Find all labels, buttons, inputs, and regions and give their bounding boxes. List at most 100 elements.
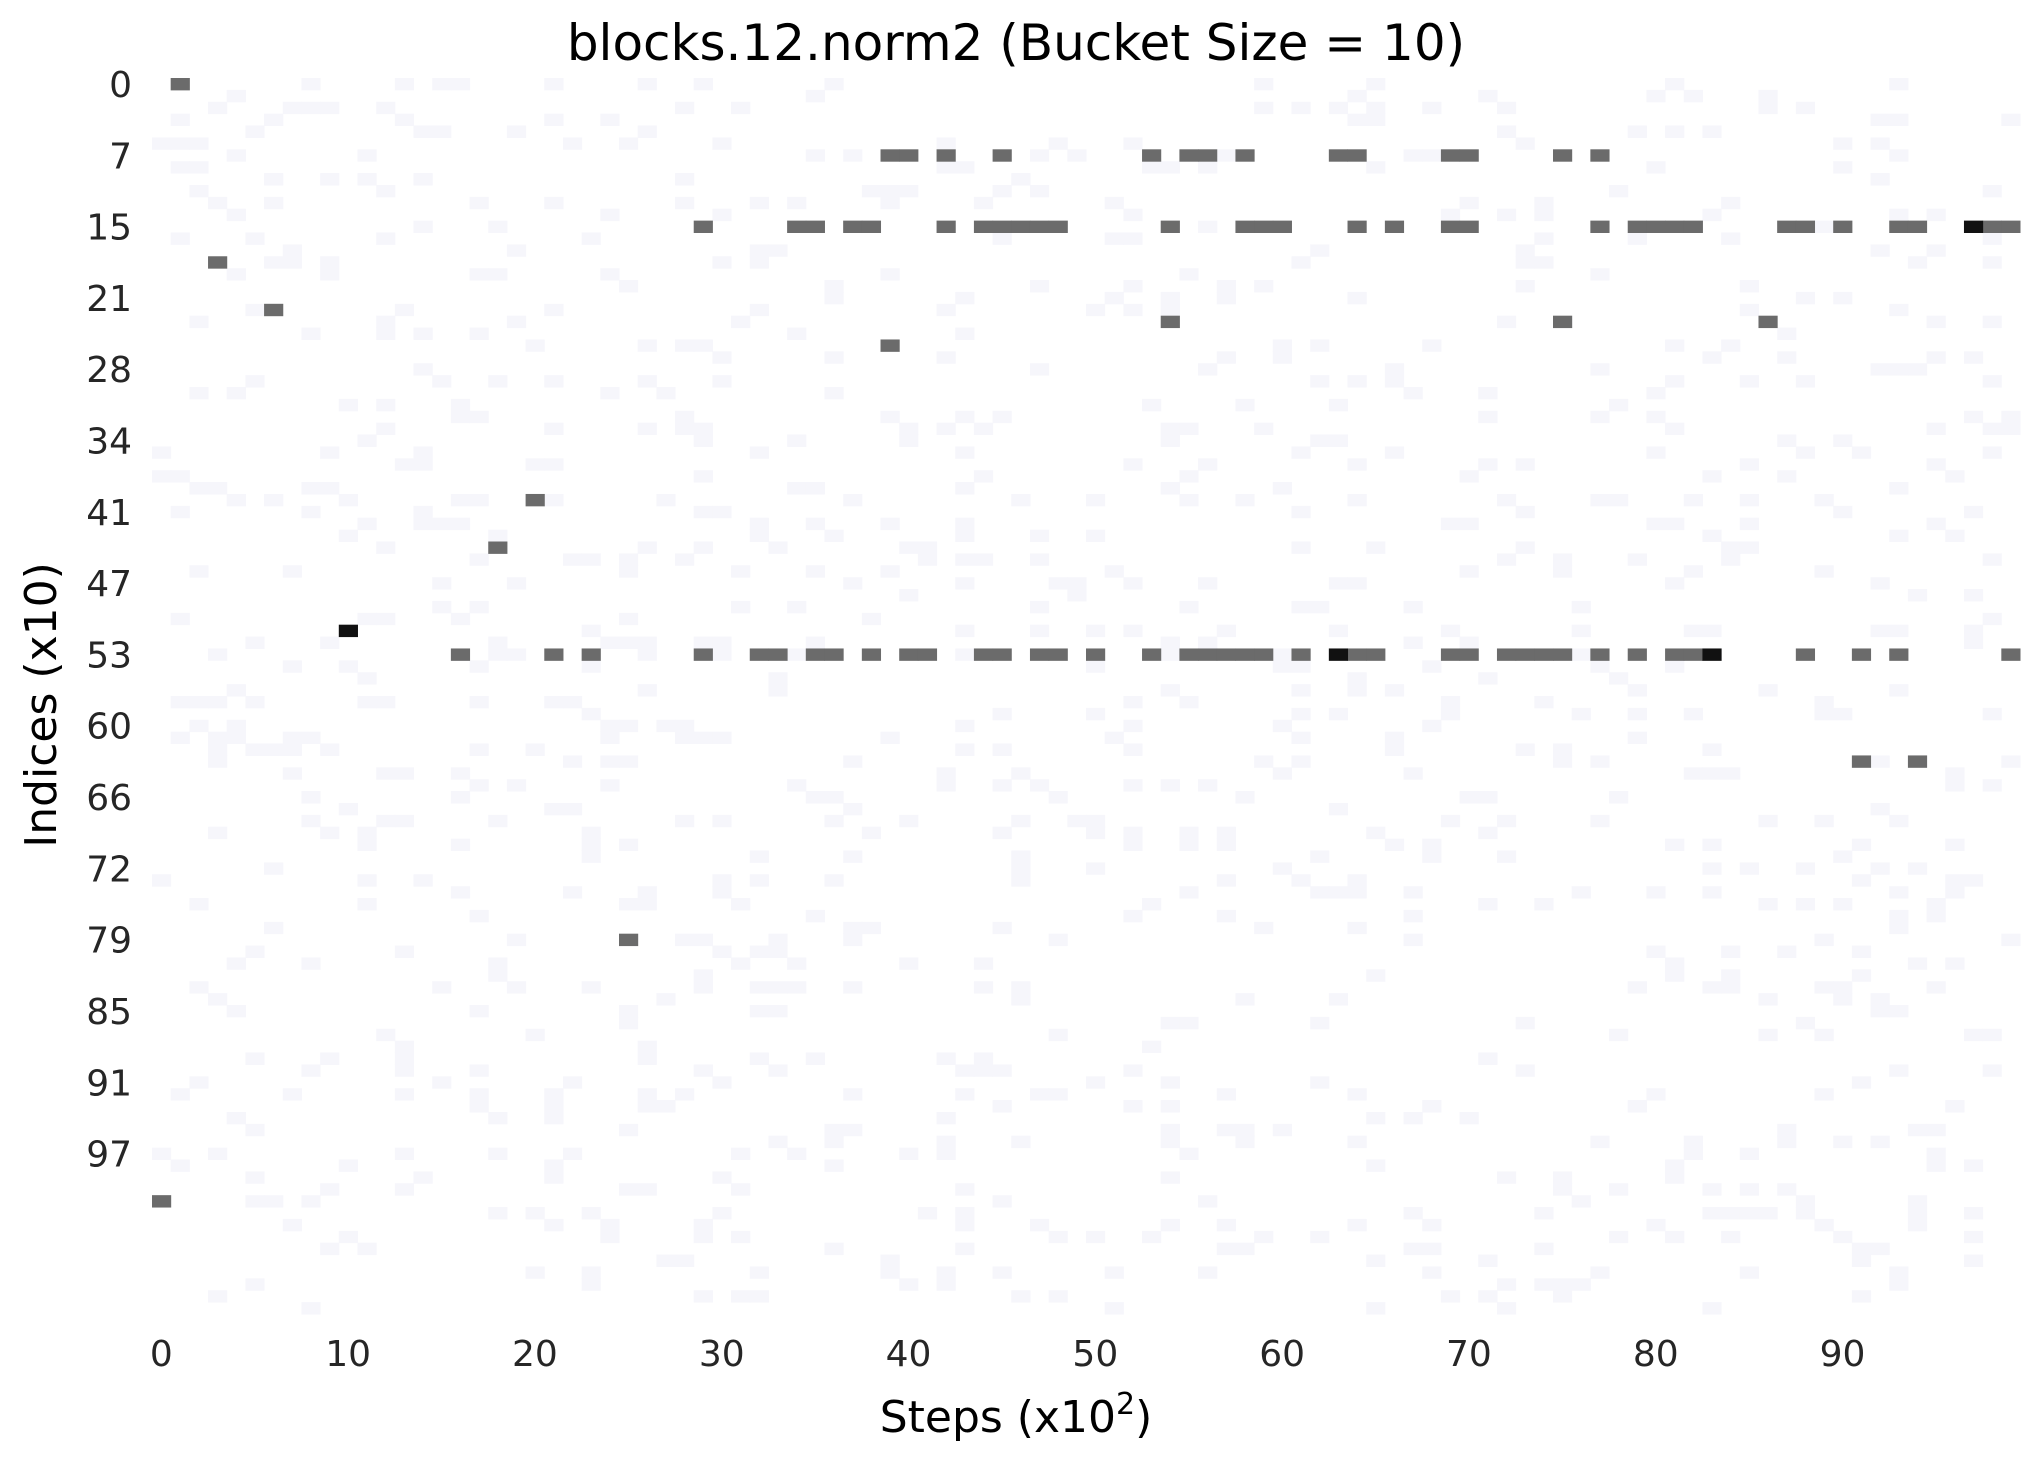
faint-cell bbox=[1870, 363, 1890, 376]
faint-cell bbox=[413, 173, 433, 186]
faint-cell bbox=[1478, 89, 1498, 103]
faint-cell bbox=[712, 505, 732, 519]
faint-cell bbox=[189, 184, 209, 198]
faint-cell bbox=[675, 101, 695, 115]
faint-cell bbox=[824, 1159, 844, 1172]
faint-cell bbox=[1422, 101, 1442, 115]
faint-cell bbox=[1179, 838, 1199, 851]
faint-cell bbox=[1702, 862, 1722, 875]
x-tick-label: 20 bbox=[512, 1334, 558, 1375]
faint-cell bbox=[1590, 363, 1610, 376]
faint-cell bbox=[2001, 755, 2021, 768]
faint-cell bbox=[1440, 624, 1461, 638]
faint-cell bbox=[619, 1016, 639, 1030]
faint-cell bbox=[1739, 1183, 1759, 1196]
faint-cell bbox=[1870, 755, 1890, 768]
y-tick-label: 15 bbox=[86, 208, 132, 249]
heatmap-cell-medium bbox=[581, 648, 601, 661]
faint-cell bbox=[1963, 1028, 1984, 1042]
faint-cell bbox=[338, 493, 358, 507]
faint-cell bbox=[1739, 862, 1759, 875]
faint-cell bbox=[432, 981, 452, 994]
faint-cell bbox=[936, 303, 956, 317]
faint-cell bbox=[1048, 137, 1068, 150]
faint-cell bbox=[712, 945, 732, 958]
heatmap-cell-medium bbox=[1029, 648, 1050, 661]
faint-cell bbox=[1833, 850, 1853, 863]
y-tick-label: 79 bbox=[86, 921, 132, 962]
faint-cell bbox=[1945, 529, 1965, 542]
heatmap-cell-medium bbox=[1347, 149, 1367, 162]
faint-cell bbox=[1198, 636, 1218, 649]
faint-cell bbox=[1235, 1123, 1255, 1137]
faint-cell bbox=[1571, 1278, 1591, 1291]
faint-cell bbox=[488, 1111, 508, 1125]
heatmap-cell-medium bbox=[1291, 648, 1311, 661]
faint-cell bbox=[208, 648, 228, 661]
faint-cell bbox=[1123, 232, 1143, 245]
faint-cell bbox=[787, 957, 807, 970]
faint-cell bbox=[1889, 208, 1909, 222]
y-tick-label: 53 bbox=[86, 635, 132, 676]
faint-cell bbox=[955, 446, 975, 459]
faint-cell bbox=[787, 482, 807, 495]
faint-cell bbox=[376, 541, 396, 554]
faint-cell bbox=[1926, 244, 1946, 257]
faint-cell bbox=[320, 636, 340, 649]
faint-cell bbox=[1553, 1171, 1573, 1184]
faint-cell bbox=[1870, 1005, 1890, 1018]
faint-cell bbox=[1814, 814, 1834, 828]
faint-cell bbox=[245, 1278, 265, 1291]
faint-cell bbox=[1328, 434, 1349, 447]
faint-cell bbox=[1926, 1159, 1946, 1172]
faint-cell bbox=[469, 779, 489, 792]
faint-cell bbox=[955, 648, 975, 661]
faint-cell bbox=[376, 422, 396, 436]
faint-cell bbox=[525, 743, 545, 756]
faint-cell bbox=[450, 767, 471, 780]
heatmap-cell-medium bbox=[899, 149, 919, 162]
faint-cell bbox=[749, 850, 769, 863]
heatmap-cell-medium bbox=[1795, 220, 1816, 233]
faint-cell bbox=[1833, 993, 1853, 1006]
faint-cell bbox=[506, 981, 527, 994]
faint-cell bbox=[637, 898, 657, 911]
faint-cell bbox=[749, 981, 769, 994]
faint-cell bbox=[731, 101, 751, 115]
faint-cell bbox=[917, 1207, 938, 1220]
faint-cell bbox=[282, 743, 302, 756]
faint-cell bbox=[1104, 1302, 1124, 1315]
heatmap-cell-medium bbox=[1384, 220, 1405, 233]
faint-cell bbox=[973, 1052, 994, 1065]
faint-cell bbox=[1926, 898, 1946, 911]
faint-cell bbox=[955, 1064, 975, 1077]
faint-cell bbox=[1515, 541, 1535, 554]
faint-cell bbox=[1646, 1088, 1666, 1101]
heatmap-cell-medium bbox=[1534, 648, 1554, 661]
faint-cell bbox=[1160, 1135, 1180, 1149]
faint-cell bbox=[1067, 577, 1087, 590]
faint-cell bbox=[1272, 339, 1292, 352]
faint-cell bbox=[1347, 1218, 1367, 1232]
faint-cell bbox=[1366, 1111, 1386, 1125]
faint-cell bbox=[693, 339, 713, 352]
faint-cell bbox=[394, 814, 415, 828]
faint-cell bbox=[712, 731, 732, 745]
faint-cell bbox=[544, 493, 564, 507]
faint-cell bbox=[1833, 291, 1853, 305]
faint-cell bbox=[1384, 684, 1405, 697]
faint-cell bbox=[1553, 1278, 1573, 1291]
faint-cell bbox=[506, 244, 527, 257]
faint-cell bbox=[1496, 315, 1517, 329]
faint-cell bbox=[1459, 636, 1479, 649]
y-tick-label: 91 bbox=[86, 1063, 132, 1104]
heatmap-cell-medium bbox=[1553, 149, 1573, 162]
faint-cell bbox=[1851, 1076, 1872, 1089]
heatmap-cell-medium bbox=[1851, 648, 1872, 661]
faint-cell bbox=[1702, 1302, 1722, 1315]
heatmap-cell-medium bbox=[1048, 648, 1068, 661]
faint-cell bbox=[581, 707, 601, 721]
y-tick-label: 72 bbox=[86, 849, 132, 890]
faint-cell bbox=[1982, 422, 2002, 436]
faint-cell bbox=[1029, 529, 1050, 542]
